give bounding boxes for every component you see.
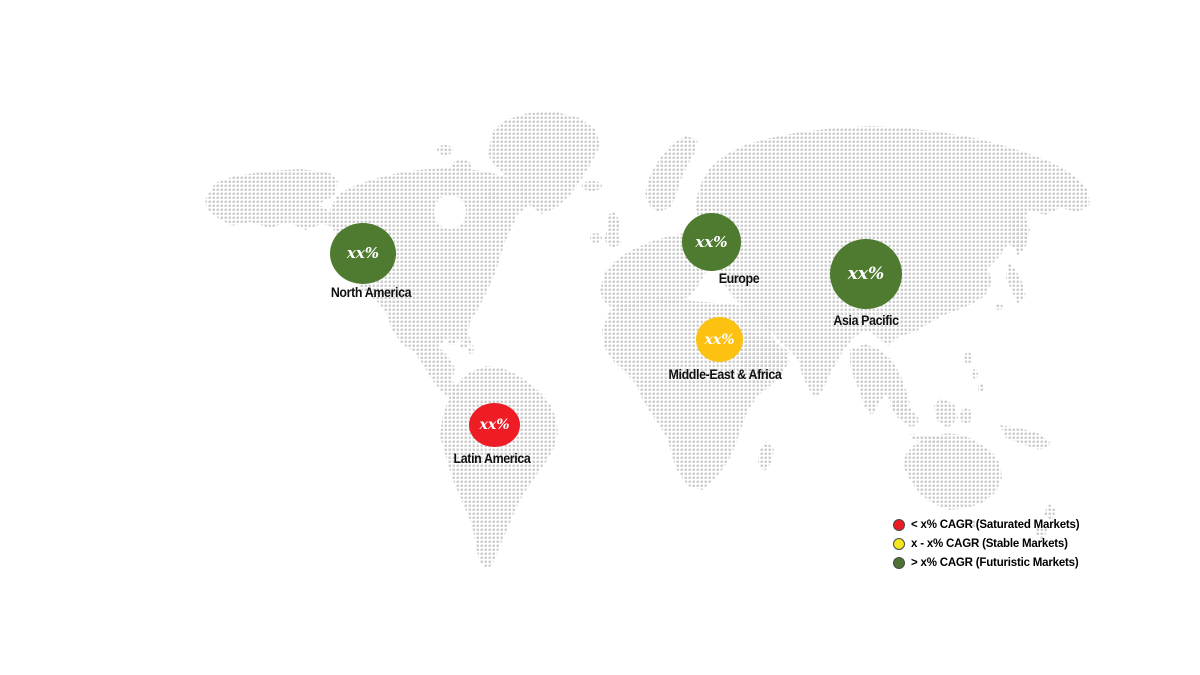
legend-label-futuristic: > x% CAGR (Futuristic Markets)	[911, 557, 1079, 569]
continents	[205, 112, 1090, 570]
region-bubble-middle-east-africa: xx%	[696, 317, 743, 362]
region-label-europe: Europe	[718, 271, 760, 286]
legend-dot-green	[893, 557, 905, 569]
legend-item-stable: x - x% CAGR (Stable Markets)	[893, 538, 1079, 550]
region-label-latin-america: Latin America	[453, 451, 531, 466]
legend-item-futuristic: > x% CAGR (Futuristic Markets)	[893, 557, 1079, 569]
legend-label-saturated: < x% CAGR (Saturated Markets)	[911, 519, 1080, 531]
region-label-north-america: North America	[330, 285, 412, 300]
region-value-asia-pacific: xx%	[847, 263, 885, 284]
region-value-latin-america: xx%	[479, 417, 510, 433]
legend-item-saturated: < x% CAGR (Saturated Markets)	[893, 519, 1080, 531]
region-label-middle-east-africa: Middle-East & Africa	[668, 367, 782, 382]
region-bubble-north-america: xx%	[330, 223, 396, 284]
region-bubble-europe: xx%	[682, 213, 741, 271]
legend-label-stable: x - x% CAGR (Stable Markets)	[911, 538, 1068, 550]
legend-dot-yellow	[893, 538, 905, 550]
region-label-asia-pacific: Asia Pacific	[833, 313, 899, 328]
region-bubble-latin-america: xx%	[469, 403, 520, 447]
region-bubble-asia-pacific: xx%	[830, 239, 902, 309]
region-value-middle-east-africa: xx%	[704, 331, 735, 348]
cagr-legend: < x% CAGR (Saturated Markets) x - x% CAG…	[893, 519, 1080, 569]
legend-dot-red	[893, 519, 905, 531]
region-value-europe: xx%	[695, 232, 728, 251]
region-value-north-america: xx%	[346, 244, 380, 262]
